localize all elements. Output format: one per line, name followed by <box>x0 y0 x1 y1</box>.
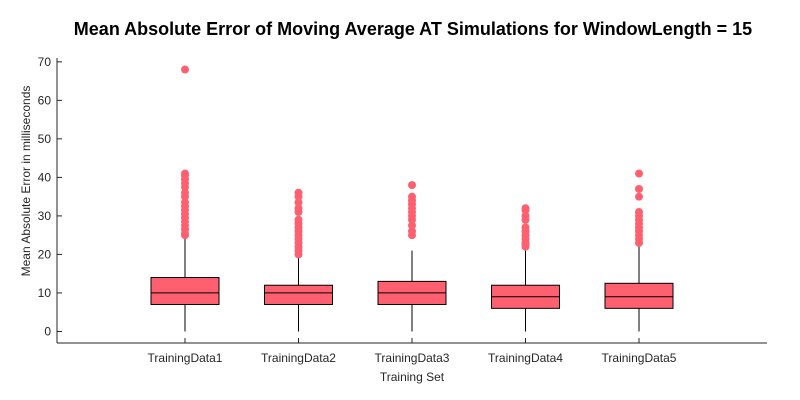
y-tick-label: 70 <box>38 55 52 69</box>
box <box>264 284 333 305</box>
x-tick-label: TrainingData1 <box>148 351 223 365</box>
chart-title: Mean Absolute Error of Moving Average AT… <box>74 19 752 39</box>
x-tick-label: TrainingData2 <box>261 351 336 365</box>
outlier-point <box>635 192 643 201</box>
x-axis-label: Training Set <box>380 370 445 384</box>
x-tick-label: TrainingData5 <box>602 351 677 365</box>
outlier-point <box>408 231 416 240</box>
box <box>150 277 220 305</box>
box-group-TrainingData5 <box>604 169 674 332</box>
x-tick-label: TrainingData4 <box>488 351 563 365</box>
y-tick-label: 60 <box>38 93 52 107</box>
outlier-point <box>181 183 189 192</box>
y-tick-label: 20 <box>38 247 52 261</box>
outlier-point <box>294 250 303 259</box>
outlier-point <box>181 65 189 74</box>
y-tick-label: 10 <box>38 286 52 300</box>
outlier-point <box>521 206 530 215</box>
plot-area <box>150 65 674 332</box>
outlier-point <box>635 184 643 193</box>
box-group-TrainingData3 <box>377 181 447 332</box>
outlier-point <box>181 231 189 240</box>
outlier-point <box>294 192 303 201</box>
y-tick-label: 0 <box>44 324 51 338</box>
axes: 0 10 20 30 40 50 60 70 TrainingData1 TrainingData… <box>38 55 767 365</box>
outlier-point <box>408 215 416 224</box>
box-group-TrainingData4 <box>491 204 560 332</box>
box <box>604 282 674 309</box>
y-tick-label: 50 <box>38 132 52 146</box>
outlier-point <box>635 169 643 178</box>
y-tick-label: 40 <box>38 170 52 184</box>
outlier-point <box>521 215 530 224</box>
y-axis-label: Mean Absolute Error in milliseconds <box>19 86 33 277</box>
outlier-point <box>408 181 416 190</box>
outlier-point <box>181 192 189 201</box>
outlier-point <box>294 198 303 207</box>
outlier-point <box>635 238 643 247</box>
outlier-point <box>521 242 530 251</box>
box-group-TrainingData1 <box>150 65 220 332</box>
y-tick-label: 30 <box>38 209 52 223</box>
box-group-TrainingData2 <box>264 188 333 332</box>
outlier-point <box>408 221 416 230</box>
outlier-point <box>294 208 303 217</box>
x-tick-label: TrainingData3 <box>375 351 450 365</box>
